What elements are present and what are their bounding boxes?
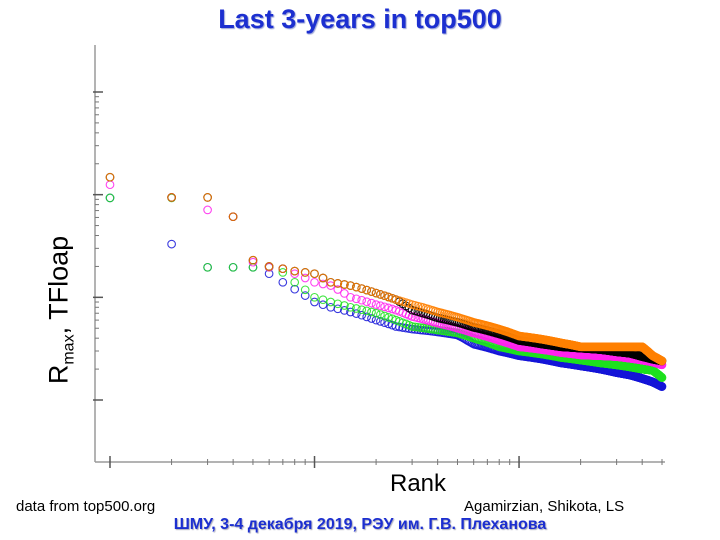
data-point xyxy=(290,277,300,287)
data-point xyxy=(410,322,420,332)
data-point xyxy=(657,382,667,391)
data-point xyxy=(351,304,361,313)
data-point xyxy=(310,269,319,279)
data-point xyxy=(310,277,319,287)
data-point xyxy=(351,282,361,292)
data-point xyxy=(300,268,310,277)
data-point xyxy=(657,356,667,366)
data-point xyxy=(362,297,372,307)
data-point xyxy=(371,315,381,325)
data-point xyxy=(380,302,389,312)
axes xyxy=(93,45,665,468)
series-5 xyxy=(105,172,667,366)
data-point xyxy=(318,295,328,305)
y-axis-label-main: R xyxy=(43,364,74,385)
data-point xyxy=(346,292,355,302)
data-point xyxy=(351,294,361,304)
data-point xyxy=(657,373,667,383)
data-point xyxy=(357,305,367,315)
data-point xyxy=(310,297,319,307)
data-point xyxy=(278,264,288,274)
data-point xyxy=(278,268,288,277)
data-point xyxy=(340,280,349,289)
data-point xyxy=(333,299,343,309)
data-point xyxy=(290,269,300,279)
data-point xyxy=(340,301,349,310)
data-point xyxy=(376,301,385,311)
data-point xyxy=(380,291,389,301)
data-point xyxy=(367,287,376,296)
data-point xyxy=(371,308,381,318)
data-point xyxy=(333,285,343,294)
data-point xyxy=(407,322,417,331)
data-point xyxy=(376,290,385,299)
y-axis-label: Rmax, TFloap xyxy=(43,236,78,384)
data-point xyxy=(105,180,115,190)
data-point xyxy=(357,284,367,293)
data-point xyxy=(367,298,376,308)
data-point xyxy=(203,193,212,202)
data-point xyxy=(367,307,376,317)
data-point xyxy=(371,288,381,298)
data-point xyxy=(264,262,274,271)
data-point xyxy=(346,302,355,312)
series-3 xyxy=(105,180,667,370)
data-point xyxy=(167,193,176,202)
data-point xyxy=(384,313,393,322)
data-point xyxy=(248,255,258,265)
chart-title: Last 3-years in top500 xyxy=(218,4,502,34)
data-points xyxy=(105,172,667,391)
data-point xyxy=(318,300,328,310)
data-point xyxy=(380,311,389,321)
data-point xyxy=(340,289,349,298)
authors-note: Agamirzian, Shikota, LS xyxy=(464,498,625,515)
series-2 xyxy=(105,193,667,383)
data-point xyxy=(290,284,300,294)
conference-footer: ШМУ, 3-4 декабря 2019, РЭУ им. Г.В. Плех… xyxy=(173,516,547,533)
data-point xyxy=(278,277,288,287)
data-point xyxy=(203,205,212,215)
y-axis-label-unit: , TFloap xyxy=(43,235,74,335)
data-point xyxy=(333,279,343,288)
data-point xyxy=(290,266,300,276)
data-point xyxy=(310,292,319,302)
x-axis-label: Rank xyxy=(390,470,447,497)
data-point xyxy=(326,297,336,307)
data-point xyxy=(362,312,372,322)
data-point xyxy=(367,314,376,323)
data-point xyxy=(318,273,328,283)
data-point xyxy=(228,262,238,272)
data-point xyxy=(357,310,367,320)
data-point xyxy=(362,285,372,295)
data-point xyxy=(362,306,372,316)
data-point xyxy=(410,325,420,334)
data-point xyxy=(376,310,385,319)
data-point xyxy=(300,291,310,300)
data-point xyxy=(346,281,355,290)
data-point xyxy=(228,212,238,222)
data-point xyxy=(203,262,212,272)
data-point xyxy=(105,172,115,182)
data-point xyxy=(371,300,381,309)
data-point xyxy=(376,317,385,326)
data-point xyxy=(167,239,176,249)
data-point xyxy=(357,295,367,305)
data-point xyxy=(105,193,115,203)
series-4 xyxy=(105,172,667,366)
y-axis-label-subscript: max xyxy=(60,334,78,365)
data-point xyxy=(300,285,310,295)
data-point xyxy=(300,273,310,283)
data-source-note: data from top500.org xyxy=(16,498,156,515)
data-point xyxy=(384,292,393,302)
